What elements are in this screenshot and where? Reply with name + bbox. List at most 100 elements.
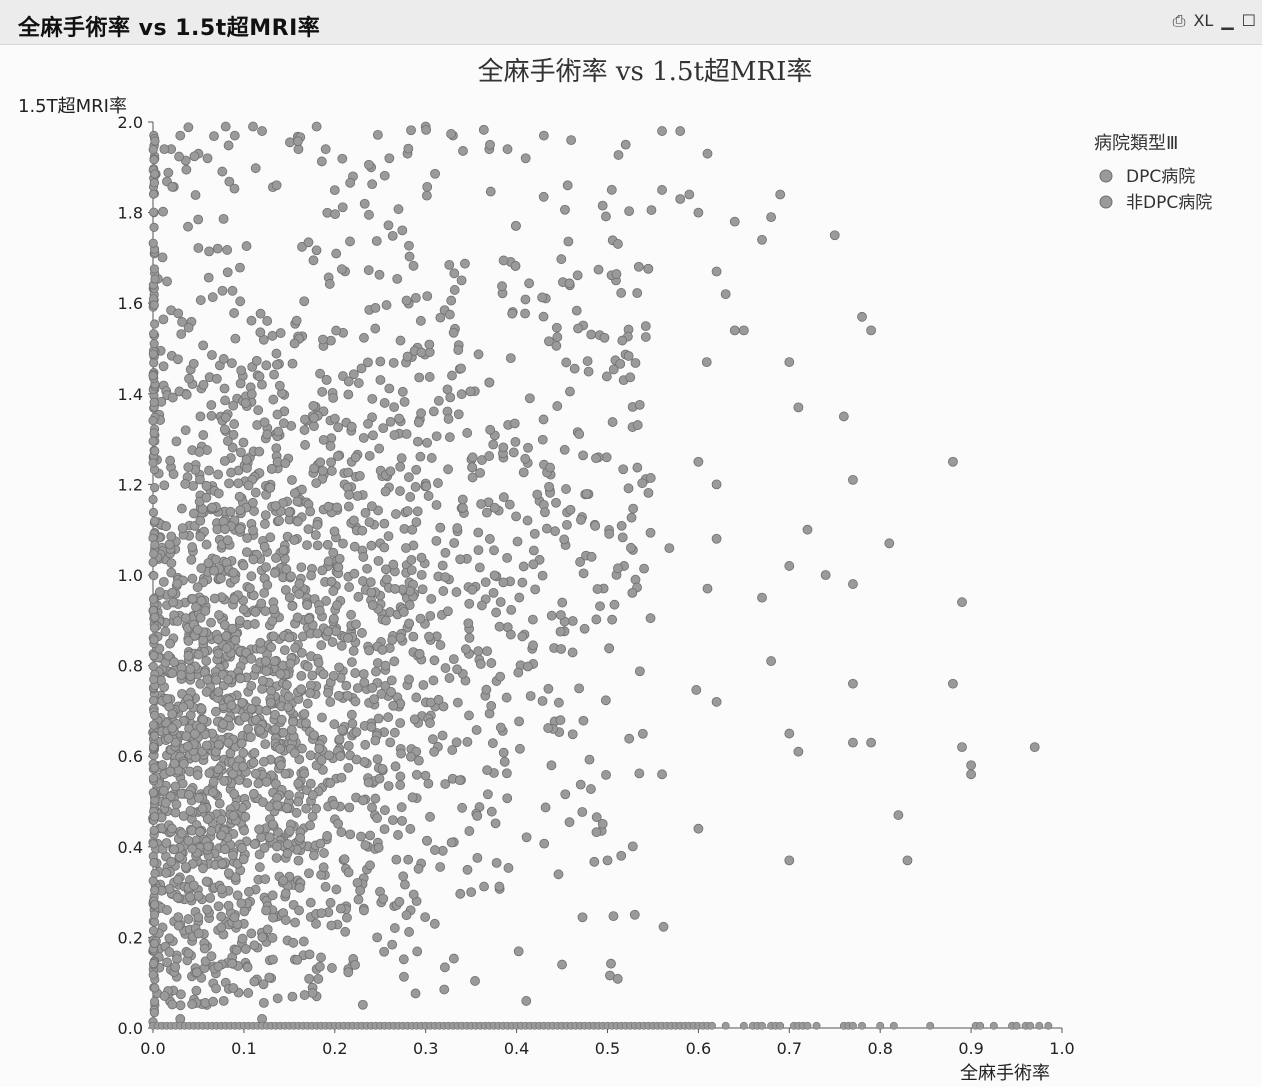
data-point <box>989 1021 998 1030</box>
data-point <box>489 570 500 581</box>
data-point <box>498 442 509 453</box>
data-point <box>645 527 656 538</box>
data-point <box>211 373 222 384</box>
data-point <box>244 583 255 594</box>
data-point <box>293 796 304 807</box>
data-point <box>316 908 327 918</box>
data-point <box>802 524 813 535</box>
data-point <box>268 912 278 923</box>
data-point <box>627 841 638 852</box>
data-point <box>150 885 160 895</box>
data-point <box>332 600 342 611</box>
data-point <box>225 506 236 517</box>
data-point <box>149 339 159 349</box>
data-point <box>261 905 271 916</box>
data-point <box>163 167 174 178</box>
data-point <box>148 926 159 936</box>
data-point <box>305 506 316 517</box>
data-point <box>169 844 179 855</box>
data-point <box>187 843 198 854</box>
data-point <box>161 838 172 848</box>
data-point <box>528 559 539 570</box>
excel-icon[interactable]: XL <box>1193 11 1214 30</box>
data-point <box>259 843 270 853</box>
data-point <box>242 533 253 543</box>
data-point <box>367 683 378 693</box>
print-icon[interactable]: ⎙ <box>1172 11 1186 30</box>
data-point <box>264 972 275 983</box>
data-point <box>522 515 533 526</box>
data-point <box>259 756 269 767</box>
minimize-icon[interactable]: ▁ <box>1221 11 1234 30</box>
data-point <box>228 429 239 440</box>
data-point <box>199 943 210 954</box>
data-point <box>316 755 327 766</box>
data-point <box>218 719 228 730</box>
data-point <box>711 533 722 544</box>
data-point <box>294 882 305 893</box>
data-point <box>766 212 777 223</box>
data-point <box>311 918 321 929</box>
data-point <box>784 728 795 739</box>
data-point <box>380 680 391 691</box>
data-point <box>285 658 296 669</box>
data-point <box>624 206 635 217</box>
data-point <box>298 936 309 947</box>
data-point <box>188 358 199 369</box>
data-point <box>201 687 212 697</box>
data-point <box>353 894 364 905</box>
data-point <box>254 849 265 860</box>
legend-label-dpc[interactable]: DPC病院 <box>1126 167 1195 187</box>
data-point <box>388 815 398 826</box>
data-point <box>292 516 303 527</box>
legend-label-non-dpc[interactable]: 非DPC病院 <box>1126 193 1212 213</box>
data-point <box>267 932 278 943</box>
data-point <box>299 425 310 435</box>
data-point <box>418 680 429 690</box>
data-point <box>280 458 291 469</box>
data-point <box>313 657 324 668</box>
data-point <box>383 781 394 791</box>
data-point <box>237 933 248 944</box>
data-point <box>324 750 334 761</box>
data-point <box>625 372 636 383</box>
data-point <box>593 264 604 275</box>
data-point <box>643 487 654 498</box>
data-point <box>344 489 354 500</box>
data-point <box>335 751 346 762</box>
data-point <box>448 654 459 665</box>
x-axis-title: 全麻手術率 <box>960 1063 1050 1084</box>
data-point <box>512 536 523 547</box>
data-point <box>729 325 740 336</box>
data-point <box>194 793 204 803</box>
data-point <box>948 678 958 689</box>
data-point <box>693 207 704 218</box>
data-point <box>405 824 416 834</box>
data-point <box>150 996 160 1007</box>
data-point <box>435 640 446 650</box>
maximize-icon[interactable]: ☐ <box>1241 11 1256 30</box>
data-point <box>601 371 612 382</box>
data-point <box>467 584 478 595</box>
data-point <box>404 927 414 937</box>
data-point <box>246 315 257 326</box>
data-point <box>563 236 574 247</box>
data-point <box>267 330 278 341</box>
data-point <box>395 718 406 728</box>
data-point <box>175 989 186 1000</box>
data-point <box>160 797 171 808</box>
data-point <box>486 700 497 711</box>
data-point <box>858 1021 866 1030</box>
data-point <box>286 571 296 582</box>
data-point <box>257 126 267 136</box>
data-point <box>578 715 589 726</box>
data-point <box>309 412 319 423</box>
data-point <box>292 612 303 623</box>
data-point <box>209 593 220 604</box>
data-point <box>639 563 649 574</box>
data-point <box>367 179 378 190</box>
data-point <box>223 737 234 748</box>
data-point <box>566 135 577 146</box>
data-point <box>403 143 414 154</box>
